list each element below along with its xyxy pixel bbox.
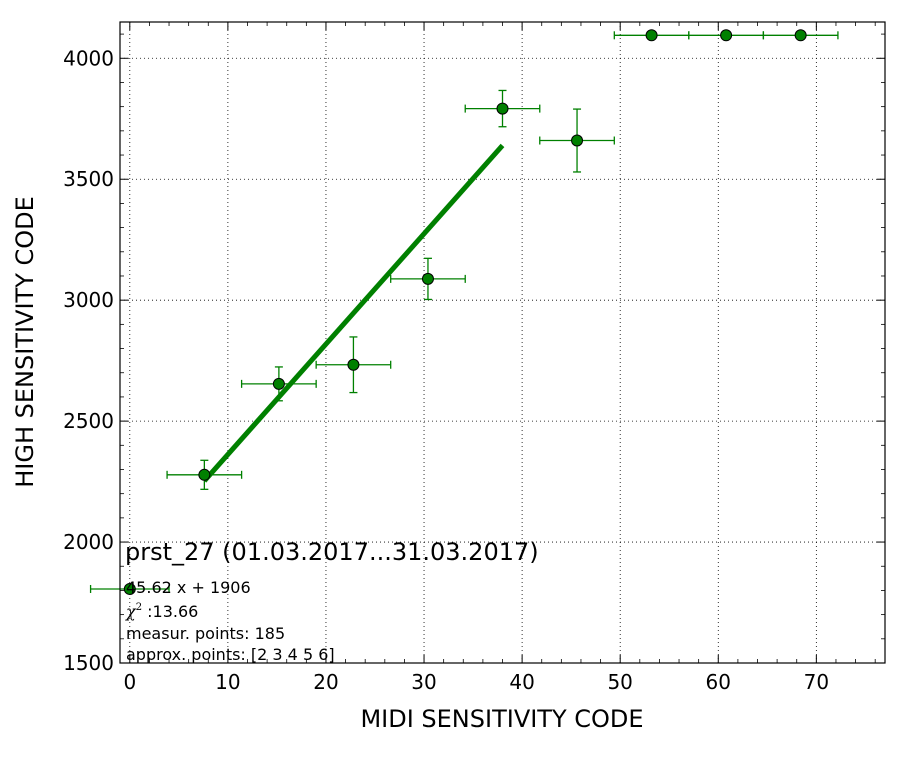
- annotation-title: prst_27 (01.03.2017...31.03.2017): [125, 538, 539, 566]
- data-point-marker: [496, 102, 509, 115]
- x-tick-label: 40: [509, 670, 534, 694]
- data-point-group: [613, 29, 690, 42]
- data-point-group: [539, 108, 615, 173]
- fit-line: [202, 143, 505, 483]
- approx-points-label: approx. points: [2 3 4 5 6]: [126, 645, 335, 664]
- chi-square-label: χ2 :13.66: [125, 602, 198, 621]
- x-tick-label: 10: [215, 670, 240, 694]
- data-point-marker: [794, 29, 807, 42]
- annotation-box: prst_27 (01.03.2017...31.03.2017) 45.62 …: [125, 538, 539, 664]
- measur-points-label: measur. points: 185: [126, 624, 285, 643]
- x-tick-label: 30: [411, 670, 436, 694]
- y-tick-label: 1500: [63, 651, 114, 675]
- y-tick-label: 2000: [63, 530, 114, 554]
- y-axis-label: HIGH SENSITIVITY CODE: [11, 196, 39, 488]
- data-point-group: [89, 582, 170, 595]
- y-tick-label: 3000: [63, 288, 114, 312]
- x-axis-label: MIDI SENSITIVITY CODE: [360, 705, 643, 733]
- data-point-group: [464, 89, 541, 128]
- fit-equation-label: 45.62 x + 1906: [126, 578, 251, 597]
- fit-line-layer: [202, 143, 505, 483]
- chi-value: :13.66: [142, 602, 198, 621]
- data-point-group: [762, 29, 839, 42]
- data-point-marker: [347, 358, 360, 371]
- data-point-marker: [198, 468, 211, 481]
- chi-exponent: 2: [136, 602, 142, 613]
- data-point-group: [166, 459, 243, 490]
- data-point-marker: [272, 377, 285, 390]
- y-tick-label: 4000: [63, 46, 114, 70]
- x-tick-label: 60: [706, 670, 731, 694]
- data-point-group: [390, 257, 466, 301]
- data-point-marker: [571, 134, 584, 147]
- x-tick-label: 70: [804, 670, 829, 694]
- x-tick-label: 50: [607, 670, 632, 694]
- data-point-group: [688, 29, 765, 42]
- x-tick-label: 0: [123, 670, 136, 694]
- y-tick-label: 3500: [63, 167, 114, 191]
- x-tick-label: 20: [313, 670, 338, 694]
- data-point-marker: [645, 29, 658, 42]
- data-point-marker: [123, 582, 136, 595]
- data-point-marker: [720, 29, 733, 42]
- data-point-group: [315, 336, 392, 394]
- chi-symbol: χ: [125, 602, 137, 621]
- data-point-group: [240, 366, 317, 402]
- data-points: [89, 29, 839, 595]
- data-point-marker: [421, 272, 434, 285]
- y-tick-label: 2500: [63, 409, 114, 433]
- axis-ticks: [120, 22, 885, 664]
- tick-labels: 0 10 20 30 40 50 60 70 1500 2000 2500 3000 3500 4000: [63, 46, 829, 694]
